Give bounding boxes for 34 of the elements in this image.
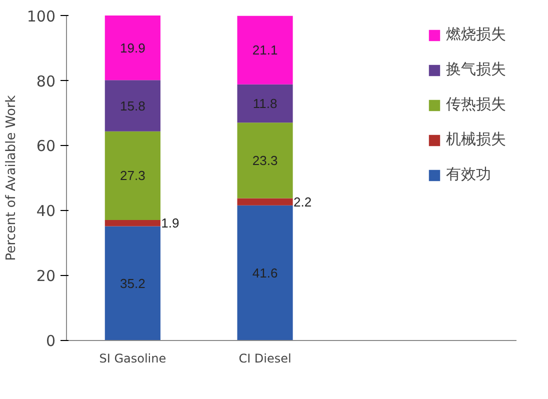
bar xyxy=(104,16,160,80)
bar xyxy=(237,122,293,198)
legend-label: 传热损失 xyxy=(446,95,506,114)
y-tick-label: 60 xyxy=(36,137,56,156)
x-tick-label: SI Gasoline xyxy=(99,352,166,366)
bar xyxy=(104,80,160,132)
y-tick-label: 0 xyxy=(46,332,56,350)
bar xyxy=(104,131,160,220)
data-label: 35.2 xyxy=(120,276,146,291)
data-label: 2.2 xyxy=(293,194,312,210)
legend-label: 机械损失 xyxy=(446,130,506,149)
legend-label: 换气损失 xyxy=(446,60,506,79)
data-label: 41.6 xyxy=(252,265,278,280)
y-tick-label: 100 xyxy=(26,7,56,26)
bar xyxy=(104,226,160,340)
bar xyxy=(237,205,293,340)
x-tick-label: CI Diesel xyxy=(238,352,292,366)
y-axis-title: Percent of Available Work xyxy=(4,94,19,261)
bar xyxy=(104,220,160,226)
y-tick-label: 80 xyxy=(36,72,56,90)
legend-label: 燃烧损失 xyxy=(446,25,506,44)
bar xyxy=(237,84,293,123)
data-label: 23.3 xyxy=(252,152,278,168)
data-label: 21.1 xyxy=(252,42,278,58)
data-label: 15.8 xyxy=(120,98,146,114)
y-tick-label: 20 xyxy=(36,267,56,286)
data-label: 11.8 xyxy=(252,96,278,111)
bar xyxy=(237,16,293,84)
data-label: 1.9 xyxy=(161,216,180,231)
data-label: 27.3 xyxy=(120,168,146,184)
legend-label: 有效功 xyxy=(446,165,491,184)
data-label: 19.9 xyxy=(120,40,146,56)
y-tick-label: 40 xyxy=(36,202,56,220)
bar xyxy=(237,198,293,206)
